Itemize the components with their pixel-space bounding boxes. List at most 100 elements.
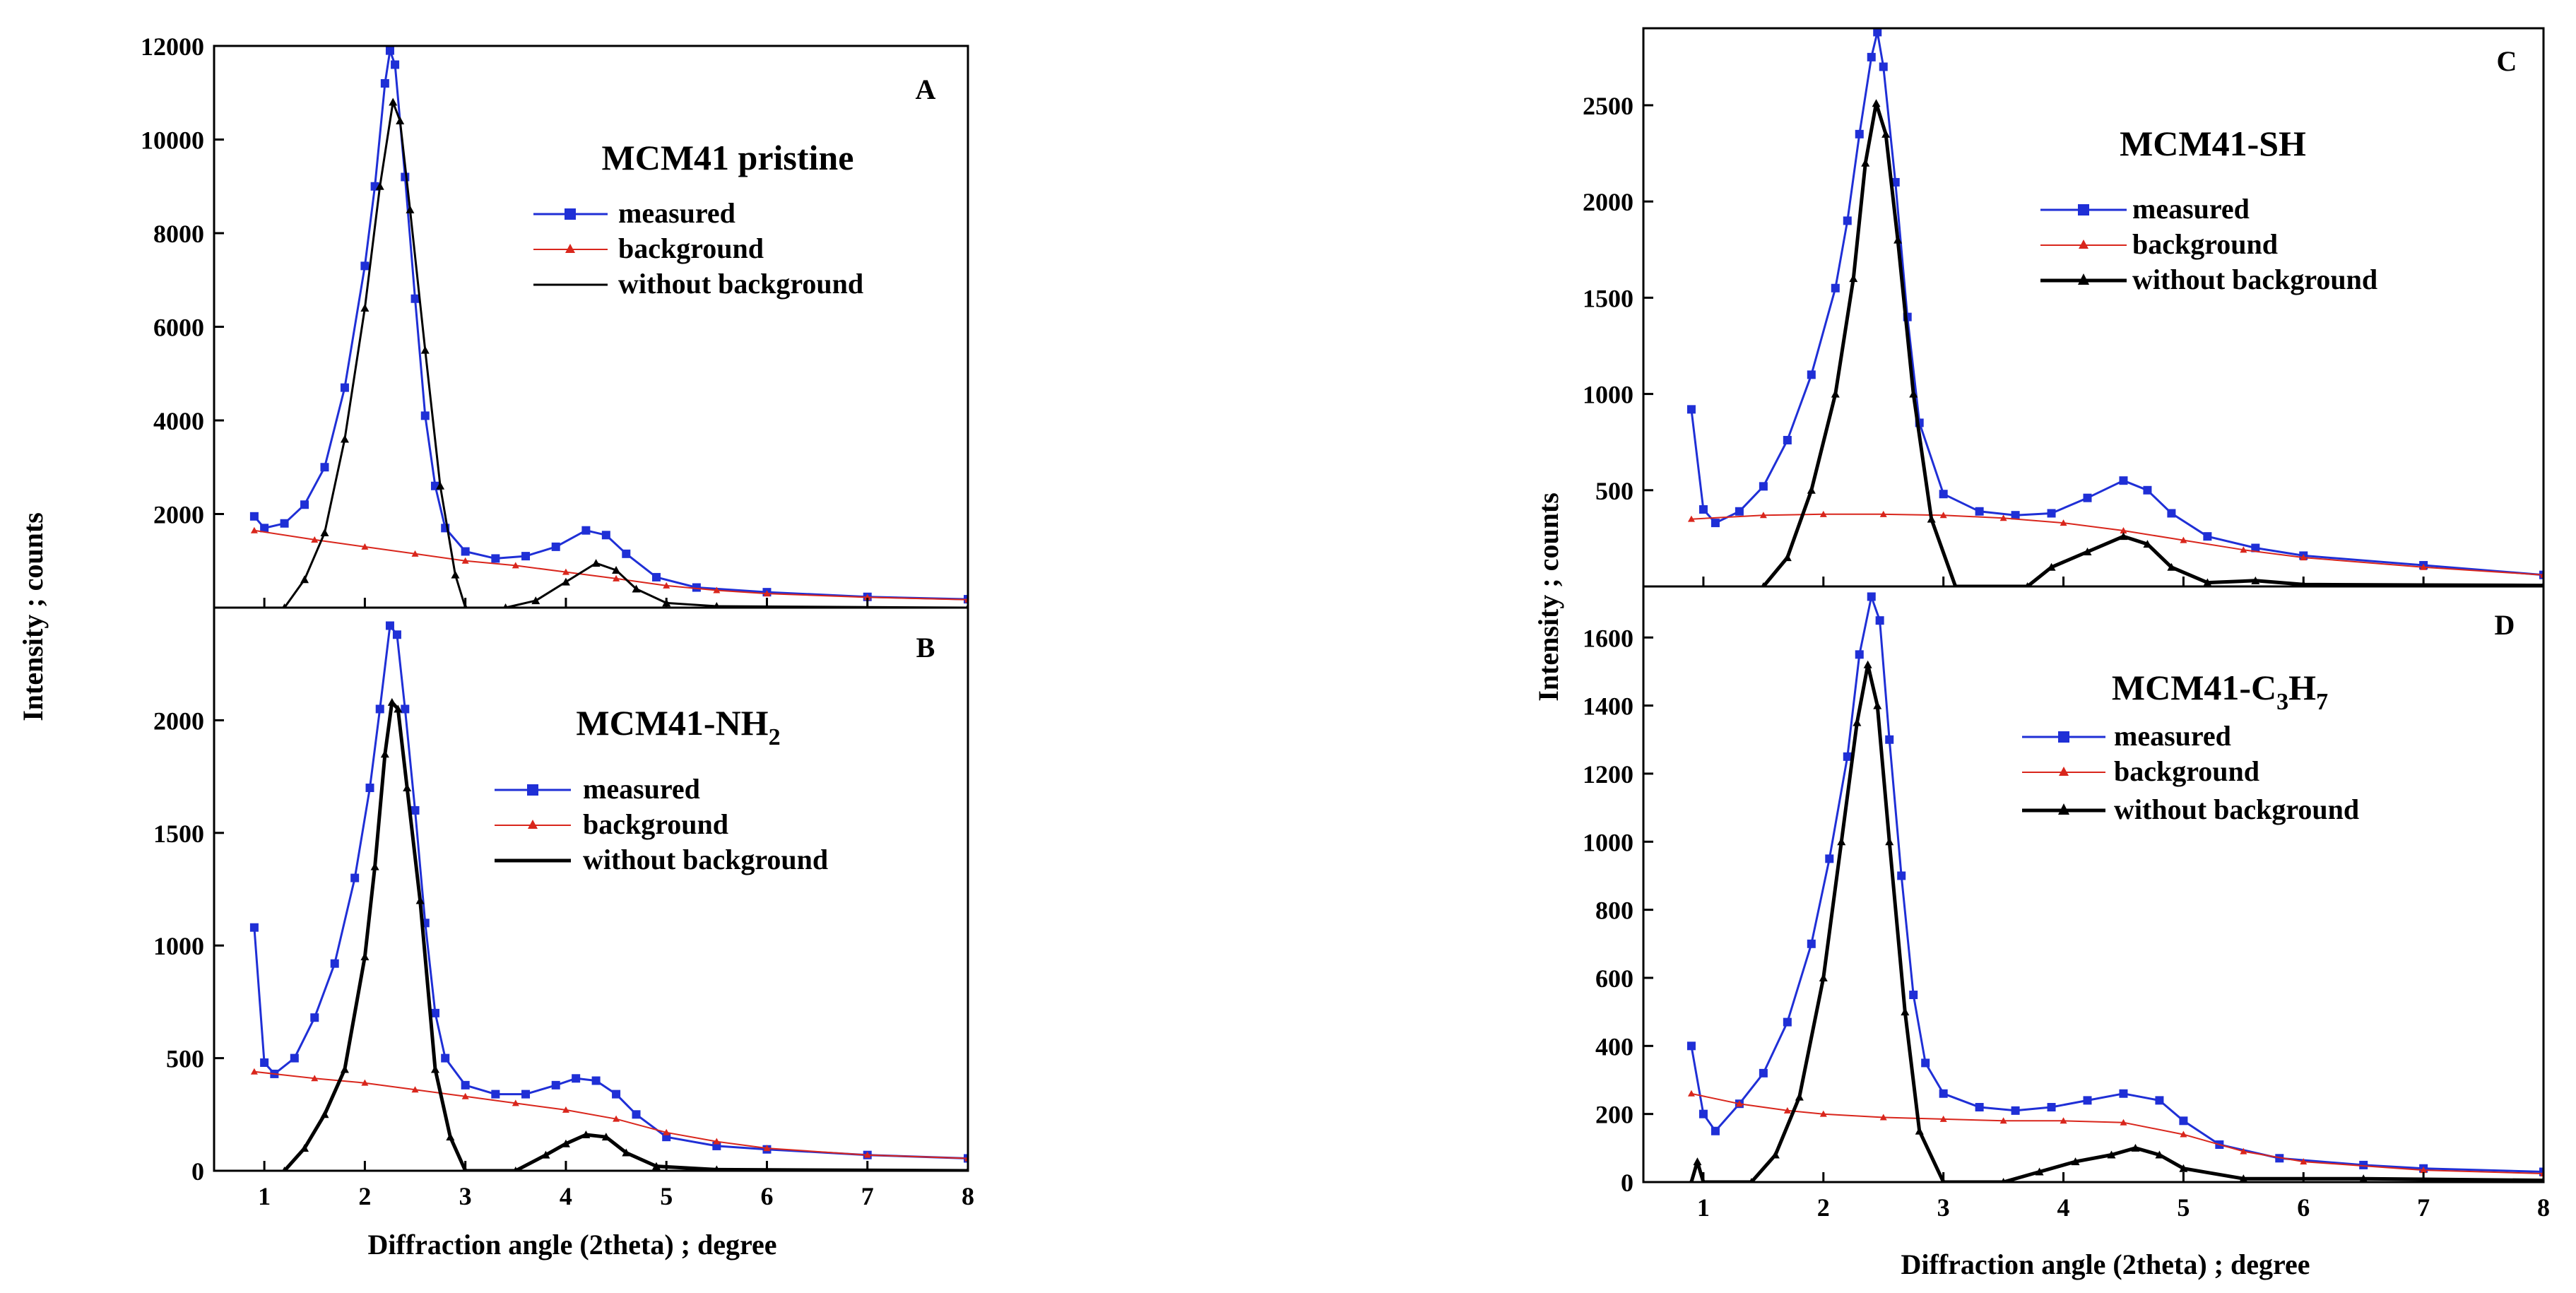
- panel-d-point-background: [2180, 1130, 2187, 1138]
- panel-a-point-measured: [551, 542, 560, 551]
- panel-d-point-measured: [1843, 752, 1852, 761]
- panel-d-plot-series: [1686, 592, 2543, 1182]
- panel-c-point-measured: [1843, 216, 1852, 225]
- ytick-label: 800: [1595, 897, 1633, 925]
- legend-label-background: background: [618, 232, 764, 264]
- panel-c-point-without-background: [1861, 158, 1870, 167]
- panel-c-point-background: [2300, 554, 2308, 561]
- panel-b-point-measured: [350, 873, 360, 882]
- ytick-label: 1600: [1583, 624, 1633, 652]
- panel-c-line-without-background: [1761, 101, 2543, 586]
- xtick-label: 5: [2177, 1193, 2190, 1222]
- panel-d-point-measured: [2179, 1116, 2188, 1126]
- panel-d-point-background: [1939, 1115, 1947, 1122]
- panel-b-point-without-background: [430, 1065, 439, 1073]
- panel-a-point-without-background: [389, 98, 398, 106]
- panel-b-point-measured: [572, 1074, 581, 1083]
- panel-c-point-background: [1999, 514, 2007, 521]
- panel-b-point-without-background: [446, 1133, 455, 1141]
- panel-b-legend-background: background: [495, 808, 728, 840]
- panel-c-point-measured: [1975, 507, 1984, 516]
- panel-c-point-measured: [2167, 509, 2176, 518]
- panel-d-point-without-background: [2155, 1150, 2164, 1159]
- panel-a-point-measured: [249, 512, 259, 521]
- panel-b-point-without-background: [370, 862, 379, 870]
- panel-d-point-measured: [1825, 854, 1834, 863]
- panel-a-point-without-background: [420, 346, 430, 354]
- legend-label-background: background: [2114, 755, 2259, 787]
- panel-a-point-background: [461, 557, 469, 564]
- panel-a-point-measured: [410, 294, 420, 303]
- panel-b-point-measured: [401, 704, 410, 714]
- panel-d-point-without-background: [1873, 701, 1882, 709]
- legend-marker-without-background: [2058, 803, 2069, 815]
- panel-d-point-measured: [1939, 1089, 1948, 1098]
- ytick-label: 500: [1595, 477, 1633, 505]
- panel-a-point-background: [863, 594, 871, 601]
- panel-d-point-background: [1687, 1090, 1695, 1097]
- panel-a-title: MCM41 pristine: [602, 138, 854, 177]
- legend-label-without-background: without background: [2114, 793, 2359, 825]
- panel-d-point-without-background: [1771, 1150, 1780, 1159]
- panel-d-point-measured: [1783, 1017, 1792, 1027]
- panel-d-point-background: [1819, 1110, 1827, 1117]
- panel-c-point-measured: [1686, 405, 1696, 414]
- panel-c-legend: measured background without background: [2040, 193, 2377, 295]
- panel-d-point-without-background: [2131, 1143, 2140, 1152]
- legend-marker-measured: [527, 784, 538, 796]
- panel-c-point-measured: [1711, 519, 1720, 528]
- panel-c-legend-background: background: [2040, 228, 2278, 260]
- ytick-label: 10000: [141, 126, 204, 155]
- panel-c-point-background: [2240, 546, 2247, 553]
- panel-c-point-measured: [2119, 476, 2128, 485]
- panel-b-point-background: [562, 1106, 569, 1113]
- panel-c-point-measured: [2251, 543, 2260, 553]
- panel-a-point-measured: [320, 463, 329, 472]
- panel-a-point-background: [512, 562, 519, 569]
- panel-c-legend-without-background: without background: [2040, 264, 2377, 295]
- panel-c-point-measured: [1873, 28, 1882, 37]
- panel-b-point-measured: [591, 1076, 601, 1085]
- panel-b-point-without-background: [360, 952, 370, 961]
- panel-d-point-without-background: [1885, 837, 1894, 846]
- panel-a-point-measured: [461, 547, 470, 556]
- panel-d-point-measured: [1698, 1109, 1708, 1118]
- panel-c-point-without-background: [1831, 389, 1840, 398]
- panel-d-point-background: [1783, 1106, 1791, 1114]
- ytick-label: 1000: [1583, 828, 1633, 856]
- panel-c-point-measured: [1698, 505, 1708, 514]
- panel-a-point-measured: [622, 549, 631, 558]
- panel-a-line-measured: [253, 49, 968, 601]
- panel-a-point-background: [361, 543, 369, 550]
- panel-a-plot-series: [249, 46, 968, 608]
- panel-b-point-measured: [365, 784, 374, 793]
- panel-c-point-background: [2120, 527, 2127, 533]
- left-xlabel: Diffraction angle (2theta) ; degree: [367, 1229, 776, 1260]
- panel-b-point-background: [512, 1099, 519, 1106]
- legend-label-measured: measured: [2114, 720, 2231, 752]
- legend-marker-background: [2079, 240, 2088, 249]
- panel-c-point-measured: [1807, 370, 1816, 379]
- panel-a-point-measured: [651, 572, 661, 581]
- xtick-label: 6: [760, 1182, 773, 1210]
- panel-a-legend: measured background without background: [533, 197, 863, 300]
- legend-marker-without-background: [2078, 273, 2089, 285]
- ytick-label: 1000: [1583, 381, 1633, 409]
- ytick-label: 8000: [153, 220, 204, 248]
- legend-marker-background: [528, 820, 538, 829]
- panel-b-point-without-background: [622, 1148, 631, 1157]
- panel-c-point-without-background: [1872, 99, 1881, 107]
- panel-c-point-background: [1687, 515, 1695, 522]
- xtick-label: 2: [1817, 1193, 1830, 1222]
- panel-b-point-measured: [491, 1090, 500, 1099]
- panel-c-point-without-background: [1849, 274, 1858, 283]
- panel-b-point-measured: [430, 1008, 439, 1017]
- panel-c-point-measured: [2143, 485, 2152, 495]
- panel-b-point-measured: [612, 1090, 621, 1099]
- panel-b-ticks: 0 500 1000 1500 2000 1 2 3 4 5 6 7 8: [153, 707, 974, 1210]
- panel-c-point-measured: [2011, 511, 2020, 520]
- panel-c-point-without-background: [1927, 514, 1936, 523]
- panel-c-point-without-background: [2047, 562, 2056, 571]
- panel-a-point-background: [311, 536, 319, 543]
